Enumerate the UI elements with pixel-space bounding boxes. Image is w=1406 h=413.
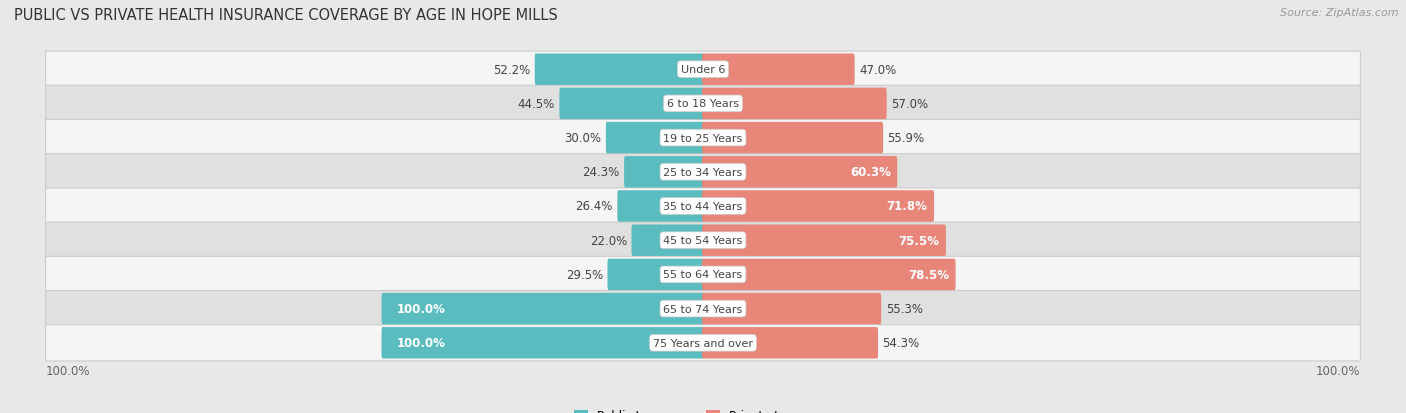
Text: 71.8%: 71.8% bbox=[887, 200, 928, 213]
FancyBboxPatch shape bbox=[45, 291, 1361, 327]
Text: 57.0%: 57.0% bbox=[891, 97, 928, 111]
Text: 24.3%: 24.3% bbox=[582, 166, 620, 179]
FancyBboxPatch shape bbox=[702, 327, 877, 358]
FancyBboxPatch shape bbox=[702, 157, 897, 188]
Text: 65 to 74 Years: 65 to 74 Years bbox=[664, 304, 742, 314]
Text: 44.5%: 44.5% bbox=[517, 97, 555, 111]
Text: 100.0%: 100.0% bbox=[396, 302, 446, 316]
Text: 78.5%: 78.5% bbox=[908, 268, 949, 281]
Text: 25 to 34 Years: 25 to 34 Years bbox=[664, 167, 742, 177]
FancyBboxPatch shape bbox=[534, 55, 704, 86]
FancyBboxPatch shape bbox=[702, 259, 956, 290]
FancyBboxPatch shape bbox=[631, 225, 704, 256]
Text: 55 to 64 Years: 55 to 64 Years bbox=[664, 270, 742, 280]
Text: Under 6: Under 6 bbox=[681, 65, 725, 75]
FancyBboxPatch shape bbox=[702, 191, 934, 222]
Text: 6 to 18 Years: 6 to 18 Years bbox=[666, 99, 740, 109]
Text: 22.0%: 22.0% bbox=[589, 234, 627, 247]
FancyBboxPatch shape bbox=[617, 191, 704, 222]
Text: 45 to 54 Years: 45 to 54 Years bbox=[664, 236, 742, 246]
Legend: Public Insurance, Private Insurance: Public Insurance, Private Insurance bbox=[569, 404, 837, 413]
FancyBboxPatch shape bbox=[45, 52, 1361, 88]
Text: 30.0%: 30.0% bbox=[564, 132, 602, 145]
Text: 55.9%: 55.9% bbox=[887, 132, 925, 145]
Text: 60.3%: 60.3% bbox=[849, 166, 891, 179]
FancyBboxPatch shape bbox=[45, 120, 1361, 157]
Text: 75 Years and over: 75 Years and over bbox=[652, 338, 754, 348]
Text: 19 to 25 Years: 19 to 25 Years bbox=[664, 133, 742, 143]
FancyBboxPatch shape bbox=[45, 86, 1361, 122]
Text: 100.0%: 100.0% bbox=[1316, 364, 1360, 377]
Text: 47.0%: 47.0% bbox=[859, 64, 896, 76]
Text: 54.3%: 54.3% bbox=[883, 337, 920, 349]
Text: 55.3%: 55.3% bbox=[886, 302, 922, 316]
FancyBboxPatch shape bbox=[607, 259, 704, 290]
FancyBboxPatch shape bbox=[560, 88, 704, 120]
Text: 52.2%: 52.2% bbox=[494, 64, 530, 76]
FancyBboxPatch shape bbox=[381, 327, 704, 358]
FancyBboxPatch shape bbox=[702, 123, 883, 154]
FancyBboxPatch shape bbox=[45, 223, 1361, 259]
FancyBboxPatch shape bbox=[45, 188, 1361, 225]
FancyBboxPatch shape bbox=[381, 293, 704, 325]
FancyBboxPatch shape bbox=[606, 123, 704, 154]
FancyBboxPatch shape bbox=[624, 157, 704, 188]
FancyBboxPatch shape bbox=[702, 55, 855, 86]
FancyBboxPatch shape bbox=[702, 225, 946, 256]
Text: 75.5%: 75.5% bbox=[898, 234, 939, 247]
Text: 100.0%: 100.0% bbox=[396, 337, 446, 349]
FancyBboxPatch shape bbox=[45, 325, 1361, 361]
Text: PUBLIC VS PRIVATE HEALTH INSURANCE COVERAGE BY AGE IN HOPE MILLS: PUBLIC VS PRIVATE HEALTH INSURANCE COVER… bbox=[14, 8, 558, 23]
Text: 100.0%: 100.0% bbox=[46, 364, 90, 377]
Text: 26.4%: 26.4% bbox=[575, 200, 613, 213]
FancyBboxPatch shape bbox=[702, 293, 882, 325]
Text: 35 to 44 Years: 35 to 44 Years bbox=[664, 202, 742, 211]
FancyBboxPatch shape bbox=[45, 154, 1361, 190]
FancyBboxPatch shape bbox=[702, 88, 887, 120]
FancyBboxPatch shape bbox=[45, 256, 1361, 293]
Text: Source: ZipAtlas.com: Source: ZipAtlas.com bbox=[1281, 8, 1399, 18]
Text: 29.5%: 29.5% bbox=[565, 268, 603, 281]
